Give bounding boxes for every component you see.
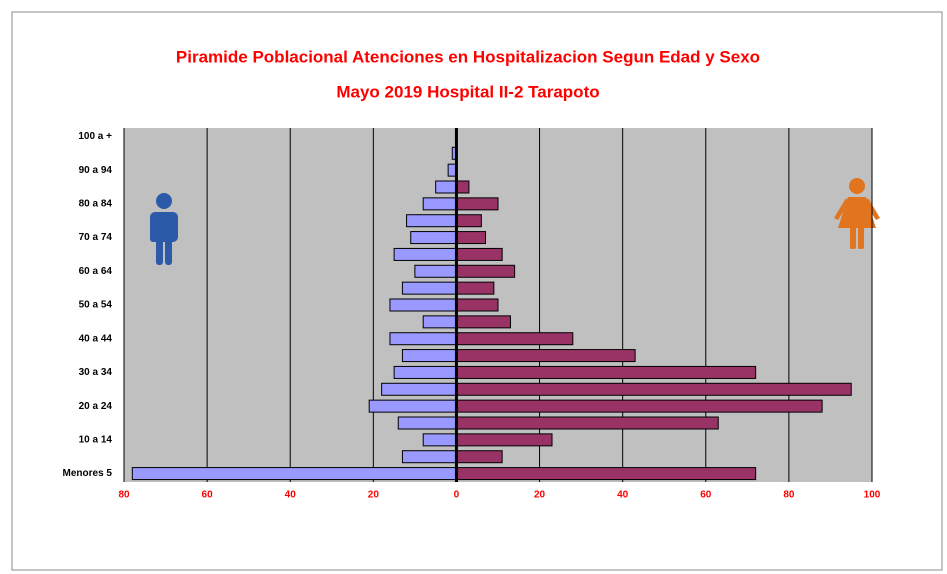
bar xyxy=(455,467,757,481)
x-tick-label: 20 xyxy=(368,490,380,501)
bar xyxy=(381,382,457,396)
y-tick-label: 70 a 74 xyxy=(79,232,113,243)
bar xyxy=(455,264,516,278)
bar xyxy=(406,214,457,228)
y-tick-label: 30 a 34 xyxy=(79,367,113,378)
y-tick-label: 20 a 24 xyxy=(79,401,113,412)
bar xyxy=(422,197,457,211)
x-tick-label: 80 xyxy=(118,490,130,501)
x-tick-label: 40 xyxy=(285,490,297,501)
y-tick-label: 40 a 44 xyxy=(79,333,113,344)
bar xyxy=(455,433,553,447)
bar xyxy=(455,365,757,379)
bar xyxy=(393,247,457,261)
bar xyxy=(455,180,470,194)
x-tick-label: 0 xyxy=(454,490,460,501)
x-tick-label: 100 xyxy=(864,490,881,501)
male-icon xyxy=(150,193,178,265)
x-tick-label: 20 xyxy=(534,490,546,501)
x-tick-label: 60 xyxy=(700,490,712,501)
y-tick-label: 60 a 64 xyxy=(79,266,113,277)
bar xyxy=(455,450,503,464)
bar xyxy=(389,332,457,346)
bar xyxy=(401,281,457,295)
bar xyxy=(368,399,457,413)
bar xyxy=(397,416,457,430)
bar xyxy=(455,231,487,245)
bar xyxy=(455,247,503,261)
y-tick-label: 100 a + xyxy=(78,131,112,142)
y-tick-label: 90 a 94 xyxy=(79,165,113,176)
bar xyxy=(455,197,499,211)
chart-title: Piramide Poblacional Atenciones en Hospi… xyxy=(176,47,760,66)
bar xyxy=(410,231,457,245)
bar xyxy=(455,214,482,228)
bar xyxy=(401,349,457,363)
y-tick-label: 80 a 84 xyxy=(79,198,113,209)
chart-subtitle: Mayo 2019 Hospital II-2 Tarapoto xyxy=(336,82,599,101)
bar xyxy=(455,298,499,312)
x-tick-label: 80 xyxy=(783,490,795,501)
y-tick-label: 50 a 54 xyxy=(79,300,113,311)
bar xyxy=(389,298,457,312)
bar xyxy=(455,281,495,295)
bar xyxy=(414,264,457,278)
x-tick-label: 60 xyxy=(202,490,214,501)
bar xyxy=(455,332,574,346)
bar xyxy=(455,416,719,430)
bar xyxy=(455,349,636,363)
bar xyxy=(401,450,457,464)
bar xyxy=(422,433,457,447)
bar xyxy=(435,180,457,194)
bar xyxy=(455,382,852,396)
bar xyxy=(131,467,457,481)
bar xyxy=(393,365,457,379)
y-tick-label: Menores 5 xyxy=(63,468,113,479)
bar xyxy=(422,315,457,329)
bar xyxy=(455,315,511,329)
bar xyxy=(455,399,823,413)
y-tick-label: 10 a 14 xyxy=(79,434,113,445)
x-tick-label: 40 xyxy=(617,490,629,501)
